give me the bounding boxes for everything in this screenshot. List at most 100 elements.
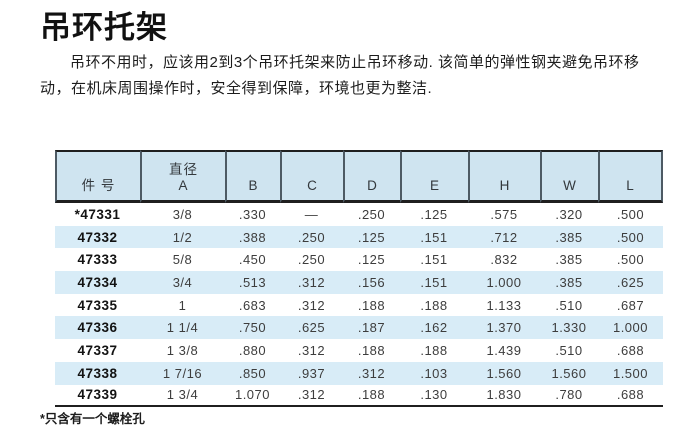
page-title: 吊环托架 bbox=[40, 10, 168, 45]
table-cell: 1.830 bbox=[468, 384, 540, 408]
part-number-cell: 47336 bbox=[55, 316, 140, 340]
column-header-label: B bbox=[248, 178, 259, 193]
column-header-part: 件 号 bbox=[55, 150, 140, 203]
table-cell: 1 7/16 bbox=[140, 361, 225, 385]
table-cell: .385 bbox=[540, 271, 598, 294]
table-cell: .683 bbox=[225, 293, 280, 317]
footnote: *只含有一个螺栓孔 bbox=[40, 412, 145, 426]
intro-paragraph: 吊环不用时，应该用2到3个吊环托架来防止吊环移动. 该简单的弹性钢夹避免吊环移动… bbox=[40, 54, 640, 97]
table-cell: 1 3/4 bbox=[140, 384, 225, 408]
column-header-e: E bbox=[400, 150, 468, 203]
table-row: *47331 3/8.330— .250.125.575.320.500 bbox=[55, 203, 663, 226]
table-cell: 3/4 bbox=[140, 271, 225, 294]
part-number-cell: 47335 bbox=[55, 293, 140, 317]
table-cell: 3/8 bbox=[140, 203, 225, 226]
table-cell: .151 bbox=[400, 248, 468, 272]
table-cell: .500 bbox=[598, 203, 663, 226]
table-cell: .188 bbox=[400, 339, 468, 362]
table-cell: 1.500 bbox=[598, 361, 663, 385]
table-row: 47336 1 1/4.750.625.187.162 1.370 1.330 1.00… bbox=[55, 316, 663, 340]
table-cell: .850 bbox=[225, 361, 280, 385]
part-number-cell: 47337 bbox=[55, 339, 140, 362]
spec-table: 件 号 直径 A B C D E H bbox=[55, 150, 663, 408]
table-cell: .188 bbox=[343, 293, 400, 317]
table-cell: .312 bbox=[280, 339, 343, 362]
table-cell: .250 bbox=[280, 248, 343, 272]
table-cell: .385 bbox=[540, 248, 598, 272]
table-cell: 1.000 bbox=[468, 271, 540, 294]
table-cell: .250 bbox=[343, 203, 400, 226]
table-cell: 1.560 bbox=[540, 361, 598, 385]
column-header-label: A bbox=[178, 178, 189, 193]
table-cell: .513 bbox=[225, 271, 280, 294]
table-cell: 1.070 bbox=[225, 384, 280, 408]
table-cell: .312 bbox=[343, 361, 400, 385]
column-header-c: C bbox=[280, 150, 343, 203]
table-cell: .151 bbox=[400, 271, 468, 294]
table-cell: .125 bbox=[343, 248, 400, 272]
table-cell: 1.560 bbox=[468, 361, 540, 385]
table-cell: .575 bbox=[468, 203, 540, 226]
column-header-b: B bbox=[225, 150, 280, 203]
table-cell: .510 bbox=[540, 293, 598, 317]
part-number-cell: 47339 bbox=[55, 384, 140, 408]
table-cell: .937 bbox=[280, 361, 343, 385]
table-cell: .188 bbox=[343, 384, 400, 408]
table-cell: .156 bbox=[343, 271, 400, 294]
column-header-label: 件 号 bbox=[81, 178, 116, 193]
table-cell: 1.133 bbox=[468, 293, 540, 317]
column-header-w: W bbox=[540, 150, 598, 203]
table-row: 47335 1.683.312.188.188 1.133.510.687 bbox=[55, 293, 663, 317]
table-cell: .385 bbox=[540, 225, 598, 249]
table-cell: .688 bbox=[598, 339, 663, 362]
table-cell: .625 bbox=[280, 316, 343, 340]
table-row: 47332 1/2.388.250.125.151.712.385.500 bbox=[55, 225, 663, 249]
table-cell: .500 bbox=[598, 248, 663, 272]
table-row: 47333 5/8.450.250.125.151.832.385.500 bbox=[55, 248, 663, 272]
table-cell: .388 bbox=[225, 225, 280, 249]
part-number-cell: 47333 bbox=[55, 248, 140, 272]
table-header: 件 号 直径 A B C D E H bbox=[55, 150, 663, 203]
table-cell: .320 bbox=[540, 203, 598, 226]
column-header-label: L bbox=[626, 178, 635, 193]
table-cell: 1.439 bbox=[468, 339, 540, 362]
table-cell: .625 bbox=[598, 271, 663, 294]
part-number-cell: 47334 bbox=[55, 271, 140, 294]
table-cell: .151 bbox=[400, 225, 468, 249]
header-row: 件 号 直径 A B C D E H bbox=[55, 150, 663, 203]
column-header-l: L bbox=[598, 150, 663, 203]
column-header-d: D bbox=[343, 150, 400, 203]
table-cell: .312 bbox=[280, 293, 343, 317]
table-row: 47334 3/4.513.312.156.151 1.000.385.625 bbox=[55, 271, 663, 294]
table-cell: 1 1/4 bbox=[140, 316, 225, 340]
column-header-label: H bbox=[499, 178, 511, 193]
table-body: *47331 3/8.330— .250.125.575.320.500 47332 1… bbox=[55, 203, 663, 408]
table-cell: .500 bbox=[598, 225, 663, 249]
table-cell: 1 bbox=[140, 293, 225, 317]
part-number-cell: 47338 bbox=[55, 361, 140, 385]
table-cell: .187 bbox=[343, 316, 400, 340]
column-header-label: W bbox=[563, 178, 577, 193]
column-header-diameter-a: 直径 A bbox=[140, 150, 225, 203]
table-cell: .780 bbox=[540, 384, 598, 408]
table-cell: 5/8 bbox=[140, 248, 225, 272]
table-cell: .103 bbox=[400, 361, 468, 385]
column-header-label: 直径 bbox=[169, 162, 198, 177]
column-header-label: C bbox=[307, 178, 318, 193]
table-cell: .162 bbox=[400, 316, 468, 340]
table-row: 47339 1 3/4 1.070.312.188.130 1.830.780.688 bbox=[55, 384, 663, 408]
table-cell: .688 bbox=[598, 384, 663, 408]
table-cell: 1.000 bbox=[598, 316, 663, 340]
part-number-cell: 47332 bbox=[55, 225, 140, 249]
table-cell: .832 bbox=[468, 248, 540, 272]
table-cell: .312 bbox=[280, 384, 343, 408]
table-cell: — bbox=[280, 203, 343, 226]
table-cell: .712 bbox=[468, 225, 540, 249]
table-cell: 1/2 bbox=[140, 225, 225, 249]
table-cell: .510 bbox=[540, 339, 598, 362]
table-cell: .330 bbox=[225, 203, 280, 226]
table-cell: 1.370 bbox=[468, 316, 540, 340]
column-header-h: H bbox=[468, 150, 540, 203]
table-cell: .450 bbox=[225, 248, 280, 272]
